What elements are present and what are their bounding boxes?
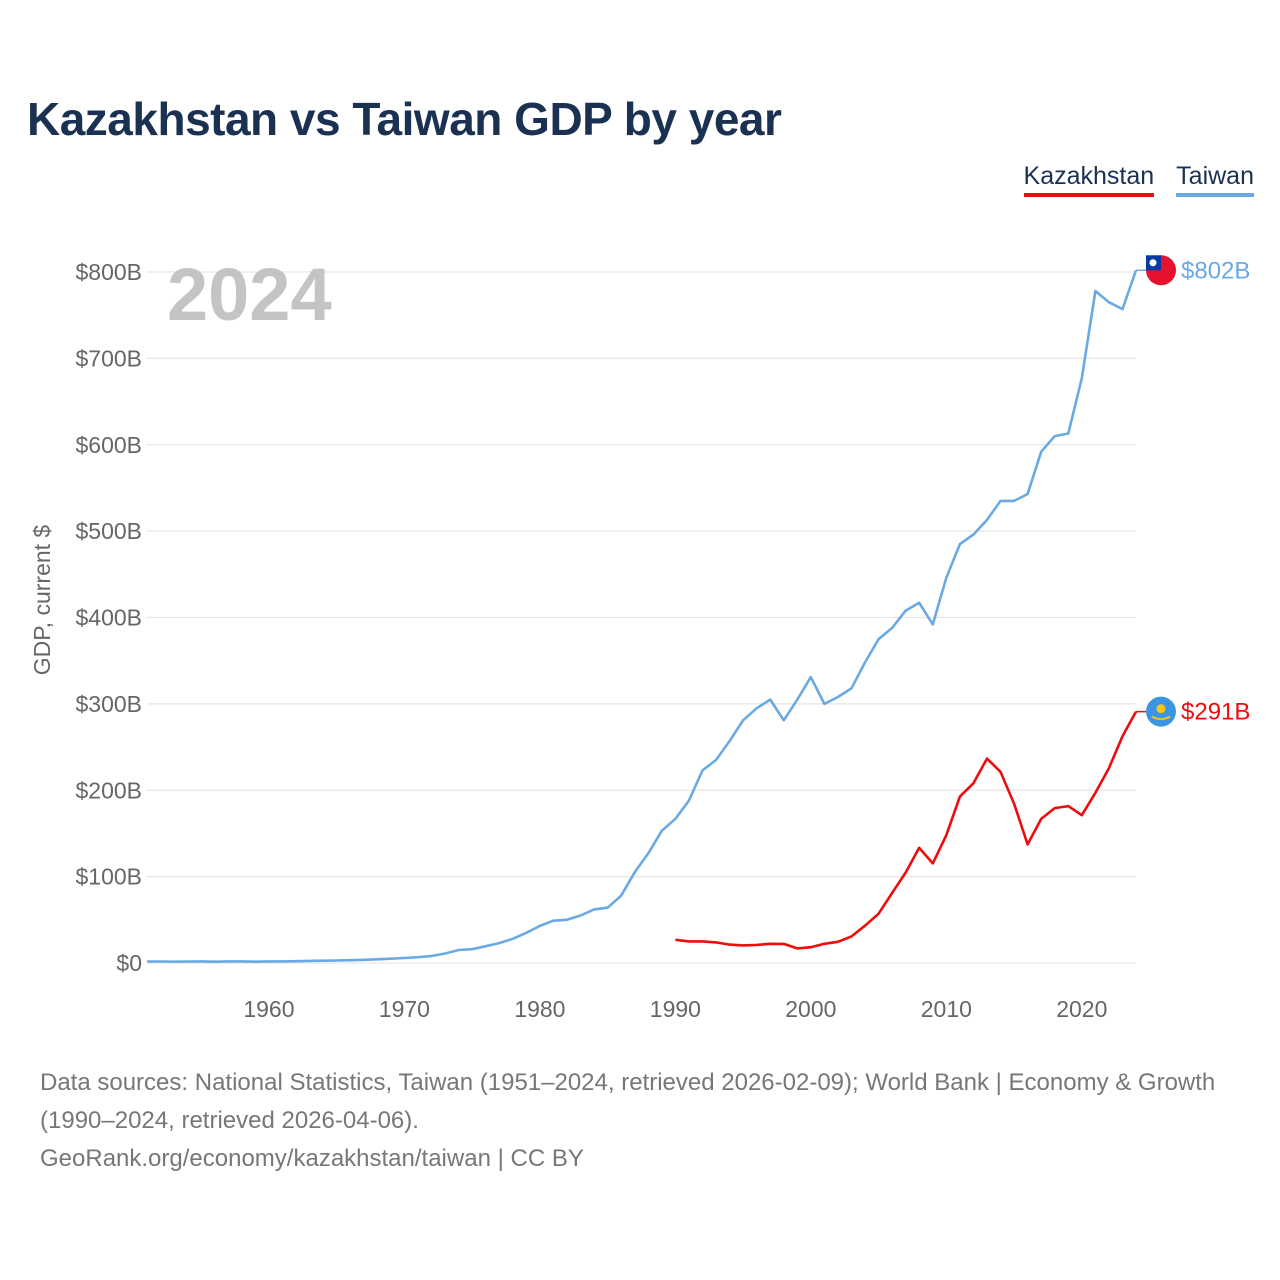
y-tick-label: $300B: [75, 691, 142, 717]
kazakhstan-flag-sun-icon: [1156, 704, 1166, 714]
kazakhstan-flag-eagle-icon: [1151, 715, 1171, 721]
year-watermark-label: 2024: [167, 253, 332, 336]
footer: Data sources: National Statistics, Taiwa…: [40, 1064, 1240, 1178]
y-tick-label: $200B: [75, 777, 142, 803]
chart-title: Kazakhstan vs Taiwan GDP by year: [27, 93, 782, 145]
x-tick-label: 1980: [514, 996, 565, 1022]
y-tick-label: $100B: [75, 864, 142, 890]
y-axis-label: GDP, current $: [29, 525, 55, 676]
y-tick-label: $600B: [75, 432, 142, 458]
x-tick-label: 1960: [243, 996, 294, 1022]
y-tick-label: $700B: [75, 345, 142, 371]
gdp-line-chart: $0 $100B $200B $300B $400B $500B $600B $700B $80…: [29, 253, 1250, 1022]
y-tick-label: $800B: [75, 259, 142, 285]
y-tick-label: $0: [116, 950, 142, 976]
y-tick-label: $400B: [75, 605, 142, 631]
x-tick-label: 2010: [921, 996, 972, 1022]
legend: Kazakhstan Taiwan: [1023, 162, 1254, 197]
end-value-label-taiwan: $802B: [1181, 257, 1250, 284]
y-tick-label: $500B: [75, 518, 142, 544]
x-tick-label: 1990: [650, 996, 701, 1022]
data-sources-note: Data sources: National Statistics, Taiwa…: [40, 1069, 1216, 1134]
series-line-kazakhstan: [675, 710, 1138, 950]
series-line-taiwan: [147, 269, 1138, 963]
source-link[interactable]: GeoRank.org/economy/kazakhstan/taiwan | …: [40, 1145, 584, 1172]
x-tick-label: 1970: [379, 996, 430, 1022]
legend-item-taiwan[interactable]: Taiwan: [1176, 162, 1254, 197]
end-value-label-kazakhstan: $291B: [1181, 699, 1250, 726]
x-tick-label: 2000: [785, 996, 836, 1022]
taiwan-flag-sun-icon: [1149, 259, 1157, 267]
x-tick-label: 2020: [1056, 996, 1107, 1022]
legend-item-kazakhstan[interactable]: Kazakhstan: [1023, 162, 1155, 197]
